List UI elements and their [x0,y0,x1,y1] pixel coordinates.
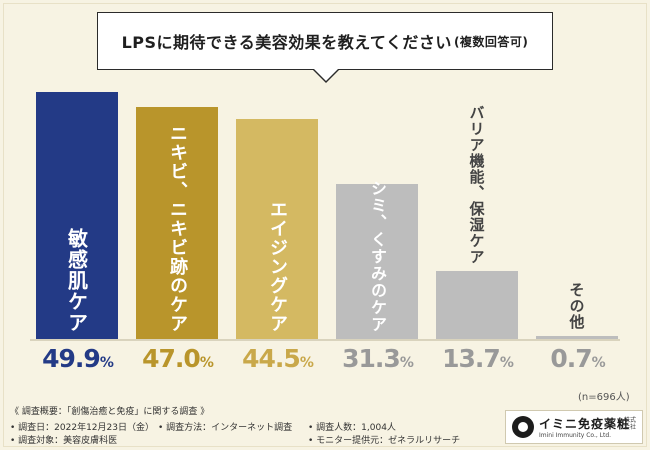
survey-count: • 調査人数：1,004人 [308,423,396,433]
bar-2 [136,107,218,339]
survey-date: • 調査日：2022年12月23日（金） [10,423,154,433]
logo-suffix: 株式会社 [624,417,637,431]
bar-5 [436,271,518,339]
bar-3 [236,119,318,339]
value-unit-5: % [499,355,514,371]
value-unit-2: % [199,355,214,371]
value-label-3: 44.5% [236,344,320,373]
chart-title-suffix: (複数回答可) [453,34,529,49]
page-frame [3,3,647,447]
sample-size-note: (n=696人) [578,392,630,403]
bar-1 [36,92,118,339]
value-unit-3: % [299,355,314,371]
value-number-2: 47.0 [142,344,201,373]
chart-title: LPSに期待できる美容効果を教えてください [121,33,452,52]
bar-label-3: エイジングケア [267,200,288,333]
value-label-2: 47.0% [136,344,220,373]
value-unit-4: % [399,355,414,371]
value-label-4: 31.3% [336,344,420,373]
logo-name: イミニ免疫薬粧 [539,417,631,431]
survey-provider: • モニター提供元：ゼネラルリサーチ [308,436,461,446]
logo-subtitle: Imini Immunity Co., Ltd. [539,432,612,439]
bar-label-1: 敏感肌ケア [64,228,89,333]
bar-6 [536,336,618,339]
value-number-5: 13.7 [442,344,501,373]
value-label-5: 13.7% [436,344,520,373]
value-number-3: 44.5 [242,344,301,373]
value-unit-6: % [591,355,606,371]
value-number-1: 49.9 [42,344,101,373]
value-label-6: 0.7% [536,344,620,373]
survey-target: • 調査対象：美容皮膚科医 [10,436,118,446]
bubble-tail-inner [313,68,339,81]
value-label-1: 49.9% [36,344,120,373]
logo-mark-icon [512,416,534,438]
bar-label-6: その他 [567,282,586,330]
bar-4 [336,184,418,339]
company-logo: イミニ免疫薬粧 Imini Immunity Co., Ltd. 株式会社 [505,410,643,444]
value-number-6: 0.7 [550,344,592,373]
survey-summary: 《 調査概要：「創傷治癒と免疫」に関する調査 》 [10,407,210,417]
value-number-4: 31.3 [342,344,401,373]
chart-baseline [30,339,620,341]
chart-title-bubble: LPSに期待できる美容効果を教えてください (複数回答可) [97,12,553,70]
survey-method: • 調査方法：インターネット調査 [158,423,293,433]
value-unit-1: % [99,355,114,371]
bar-label-2: ニキビ、ニキビ跡のケア [167,124,188,333]
bar-label-4: シミ、くすみのケア [368,180,387,333]
bar-label-5: バリア機能、保湿ケア [467,105,486,265]
